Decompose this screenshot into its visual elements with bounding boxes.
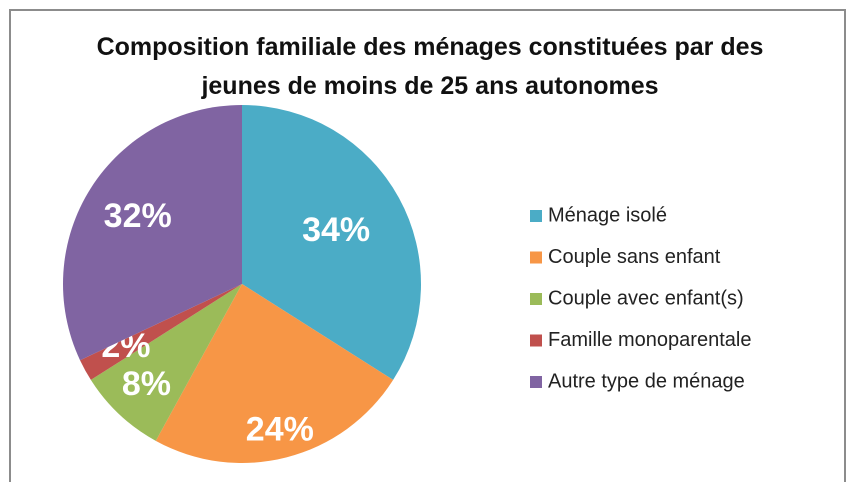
pie-slice — [90, 284, 243, 441]
slice-label: 8% — [122, 365, 171, 403]
legend-label: Couple avec enfant(s) — [548, 287, 744, 309]
pie-slice — [80, 284, 243, 380]
slice-label: 34% — [302, 211, 370, 249]
legend-swatch — [530, 376, 542, 388]
legend-label: Couple sans enfant — [548, 246, 721, 268]
pie-slice — [62, 105, 243, 361]
chart-title: Composition familiale des ménages consti… — [96, 33, 764, 100]
legend-label: Famille monoparentale — [548, 329, 751, 351]
legend-swatch — [530, 251, 542, 264]
slice-label: 32% — [104, 197, 172, 235]
legend-swatch — [530, 293, 542, 305]
legend-swatch — [530, 334, 542, 347]
border — [9, 9, 846, 482]
legend-label: Autre type de ménage — [548, 370, 745, 392]
pie-slice — [155, 284, 394, 463]
slice-label: 24% — [246, 410, 314, 448]
pie-slice — [242, 105, 421, 380]
legend-swatch — [530, 210, 542, 222]
legend-label: Ménage isolé — [548, 204, 667, 226]
